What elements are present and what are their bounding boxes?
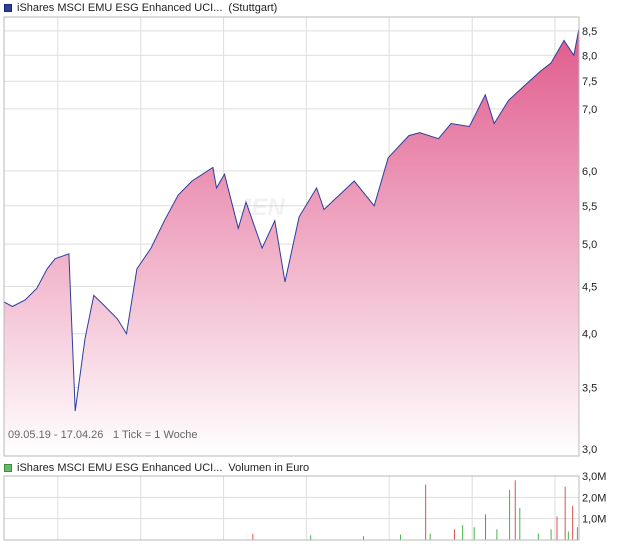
- price-y-tick-label: 8,0: [582, 50, 597, 62]
- price-legend-exchange: (Stuttgart): [228, 2, 278, 14]
- volume-legend-swatch: [4, 464, 12, 472]
- price-chart: JEN 3,03,54,04,55,05,56,07,07,58,08,5 20…: [3, 16, 597, 457]
- price-y-tick-label: 8,5: [582, 26, 597, 38]
- price-legend-name: iShares MSCI EMU ESG Enhanced UCI...: [17, 2, 223, 14]
- price-y-tick-label: 5,5: [582, 201, 597, 213]
- volume-grid: [4, 475, 579, 540]
- price-y-tick-label: 7,0: [582, 104, 597, 116]
- volume-legend: iShares MSCI EMU ESG Enhanced UCI... Vol…: [4, 461, 309, 475]
- date-range-label: 09.05.19 - 17.04.26: [8, 429, 103, 441]
- price-y-tick-label: 5,0: [582, 239, 597, 251]
- price-y-axis: 3,0 3,5 4,0 4,5 5,0 5,5 6,0 7,0 7,5 8,0 8,5: [582, 26, 597, 456]
- price-y-tick-label: 3,0: [582, 444, 597, 456]
- volume-y-tick-label: 2,0M: [582, 492, 606, 504]
- volume-y-axis: 3,0M 2,0M 1,0M: [582, 471, 606, 526]
- price-y-tick-label: 4,0: [582, 329, 597, 341]
- price-line: [3, 28, 580, 412]
- price-legend-swatch: [4, 4, 12, 12]
- tick-interval-label: 1 Tick = 1 Woche: [113, 429, 197, 441]
- price-y-tick-label: 4,5: [582, 281, 597, 293]
- volume-frame: [3, 475, 580, 541]
- volume-y-tick-label: 3,0M: [582, 471, 606, 483]
- price-y-tick-label: 6,0: [582, 166, 597, 178]
- volume-legend-unit: Volumen in Euro: [228, 462, 310, 474]
- volume-y-tick-label: 1,0M: [582, 514, 606, 526]
- price-area: [4, 28, 579, 456]
- volume-bars: [252, 480, 578, 540]
- price-frame: [3, 16, 580, 457]
- price-y-tick-label: 3,5: [582, 382, 597, 394]
- price-y-tick-label: 7,5: [582, 76, 597, 88]
- price-legend: iShares MSCI EMU ESG Enhanced UCI... (St…: [4, 1, 277, 15]
- volume-legend-name: iShares MSCI EMU ESG Enhanced UCI...: [17, 462, 223, 474]
